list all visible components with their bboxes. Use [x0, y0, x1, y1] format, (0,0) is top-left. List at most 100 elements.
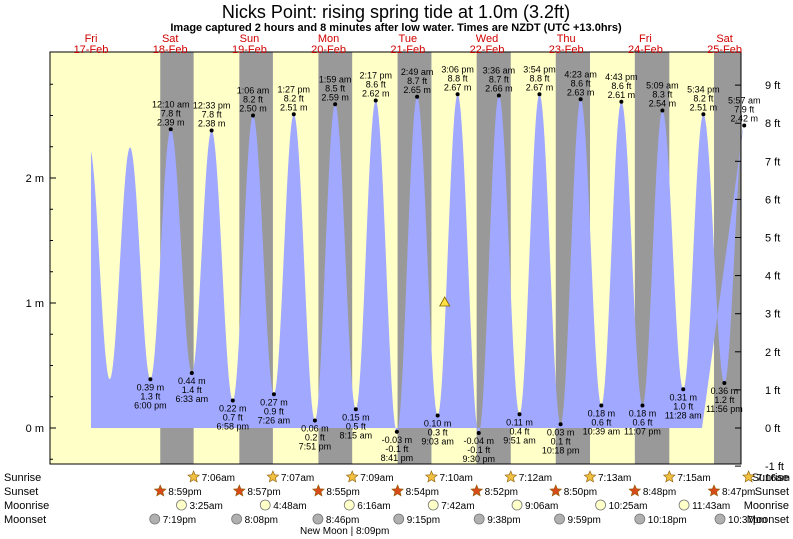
- tide-height-ft: 7.8 ft: [202, 110, 223, 120]
- moonrise-time: 6:16am: [357, 501, 390, 512]
- tide-height-m: 2.62 m: [362, 89, 390, 99]
- moonrise-icon: [678, 499, 690, 511]
- sunset-row-label-right: Sunset: [755, 486, 789, 498]
- moonset-time: 8:08pm: [245, 515, 278, 526]
- tide-height-m: 0.39 m: [137, 382, 165, 392]
- day-date: 17-Feb: [74, 44, 109, 56]
- sunset-time: 8:55pm: [326, 487, 359, 498]
- chart-subtitle: Image captured 2 hours and 8 minutes aft…: [170, 22, 622, 34]
- tide-height-ft: 8.8 ft: [529, 73, 550, 83]
- tide-height-m: 0.36 m: [711, 386, 739, 396]
- high-tide-point: [415, 94, 420, 99]
- left-tick-label: 1 m: [26, 298, 44, 310]
- tide-height-ft: 0.1 ft: [551, 436, 572, 446]
- day-date: 23-Feb: [549, 44, 584, 56]
- sunset-row-label-left: Sunset: [4, 486, 38, 498]
- tide-time: 3:06 pm: [441, 64, 474, 74]
- tide-time: 7:51 pm: [299, 442, 332, 452]
- sunset-time: 8:50pm: [564, 487, 597, 498]
- tide-height-m: 2.42 m: [730, 114, 758, 124]
- right-tick-label: 8 ft: [765, 118, 780, 130]
- sunrise-time: 7:06am: [202, 473, 235, 484]
- tide-height-m: 2.59 m: [321, 92, 349, 102]
- moonset-icon: [554, 513, 565, 525]
- sunset-time: 8:48pm: [643, 487, 676, 498]
- tide-height-ft: 0.7 ft: [223, 413, 244, 423]
- current-marker: [439, 296, 451, 307]
- chart-title: Nicks Point: rising spring tide at 1.0m …: [222, 2, 570, 22]
- sunrise-icon: [583, 470, 597, 483]
- high-tide-point: [291, 112, 296, 117]
- moonrise-icon: [259, 499, 271, 511]
- tide-height-m: -0.03 m: [382, 435, 413, 445]
- tide-time: 11:28 am: [665, 410, 702, 420]
- high-tide-point: [578, 97, 583, 102]
- sunrise-icon: [345, 470, 359, 483]
- moonset-time: 10:18pm: [648, 515, 687, 526]
- right-tick-label: 7 ft: [765, 156, 780, 168]
- day-date: 25-Feb: [707, 44, 742, 56]
- day-name: Fri: [85, 33, 98, 45]
- tide-height-m: 2.54 m: [649, 99, 677, 109]
- tide-height-ft: 7.8 ft: [161, 108, 182, 118]
- astro-rows: Sunrise Sunrise 7:06am 7:07am 7:09am 7:10am 7:…: [4, 470, 790, 537]
- sunrise-row-label-right: Sunrise: [752, 472, 789, 484]
- tide-height-m: 0.22 m: [219, 404, 247, 414]
- high-tide-point: [742, 123, 747, 128]
- low-tide-point: [353, 407, 358, 412]
- sunrise-icon: [424, 470, 438, 483]
- tide-height-ft: 1.0 ft: [673, 401, 694, 411]
- right-tick-label: 0 ft: [765, 423, 780, 435]
- moonset-row-label-left: Moonset: [4, 514, 46, 526]
- moonset-icon: [393, 513, 405, 525]
- low-tide-point: [271, 392, 276, 397]
- moonset-icon: [473, 513, 485, 525]
- moonset-icon: [634, 513, 646, 525]
- tide-time: 3:36 am: [483, 66, 516, 76]
- tide-time: 1:59 am: [319, 74, 352, 84]
- day-headers: Fri17-FebSat18-FebSun19-FebMon20-FebTue2…: [74, 33, 742, 56]
- left-tick-label: 2 m: [26, 173, 44, 185]
- low-tide-point: [312, 418, 317, 423]
- tide-height-m: 2.50 m: [239, 104, 267, 114]
- tide-height-m: 0.03 m: [547, 427, 575, 437]
- tide-time: 6:58 pm: [217, 422, 250, 432]
- tide-time: 10:39 am: [583, 427, 621, 437]
- right-tick-label: 5 ft: [765, 233, 780, 245]
- low-tide-point: [394, 429, 399, 434]
- moonset-icon: [714, 513, 726, 525]
- low-tide-point: [230, 398, 235, 403]
- moonrise-time: 11:43am: [692, 501, 730, 512]
- tide-time: 5:09 am: [646, 81, 679, 91]
- tide-area-path: [91, 94, 744, 434]
- axes: 0 m 1 m 2 m -1 ft 0 ft 1 ft 2 ft 3 ft 4 ft 5 ft 6 …: [26, 80, 784, 473]
- high-tide-point: [209, 128, 214, 133]
- moonset-icon: [312, 513, 324, 525]
- tide-height-m: 0.18 m: [588, 409, 616, 419]
- high-tide-point: [251, 113, 256, 118]
- moonrise-time: 10:25am: [609, 501, 648, 512]
- left-tick-label: 0 m: [26, 423, 44, 435]
- low-tide-point: [517, 412, 522, 417]
- day-name: Thu: [557, 33, 576, 45]
- tide-height-m: 0.11 m: [506, 417, 533, 427]
- tide-height-ft: 8.7 ft: [407, 76, 428, 86]
- sunset-icon: [153, 484, 167, 497]
- tide-time: 6:00 pm: [134, 400, 167, 410]
- sunset-icon: [232, 484, 246, 497]
- sunrise-icon: [662, 470, 676, 483]
- moonrise-time: 3:25am: [189, 501, 222, 512]
- moonset-time: 10:37pm: [728, 515, 767, 526]
- low-tide-point: [722, 381, 727, 385]
- tide-height-m: 0.31 m: [669, 392, 697, 402]
- sunset-time: 8:47pm: [722, 487, 755, 498]
- tide-height-m: 0.44 m: [178, 376, 206, 386]
- tide-time: 12:33 pm: [193, 101, 231, 111]
- right-tick-label: -1 ft: [765, 461, 784, 473]
- sunrise-time: 7:16am: [757, 473, 790, 484]
- moonrise-icon: [595, 499, 606, 511]
- tide-height-m: 2.61 m: [608, 90, 636, 100]
- tide-time: 7:26 am: [258, 415, 291, 425]
- tide-height-ft: 1.2 ft: [714, 395, 735, 405]
